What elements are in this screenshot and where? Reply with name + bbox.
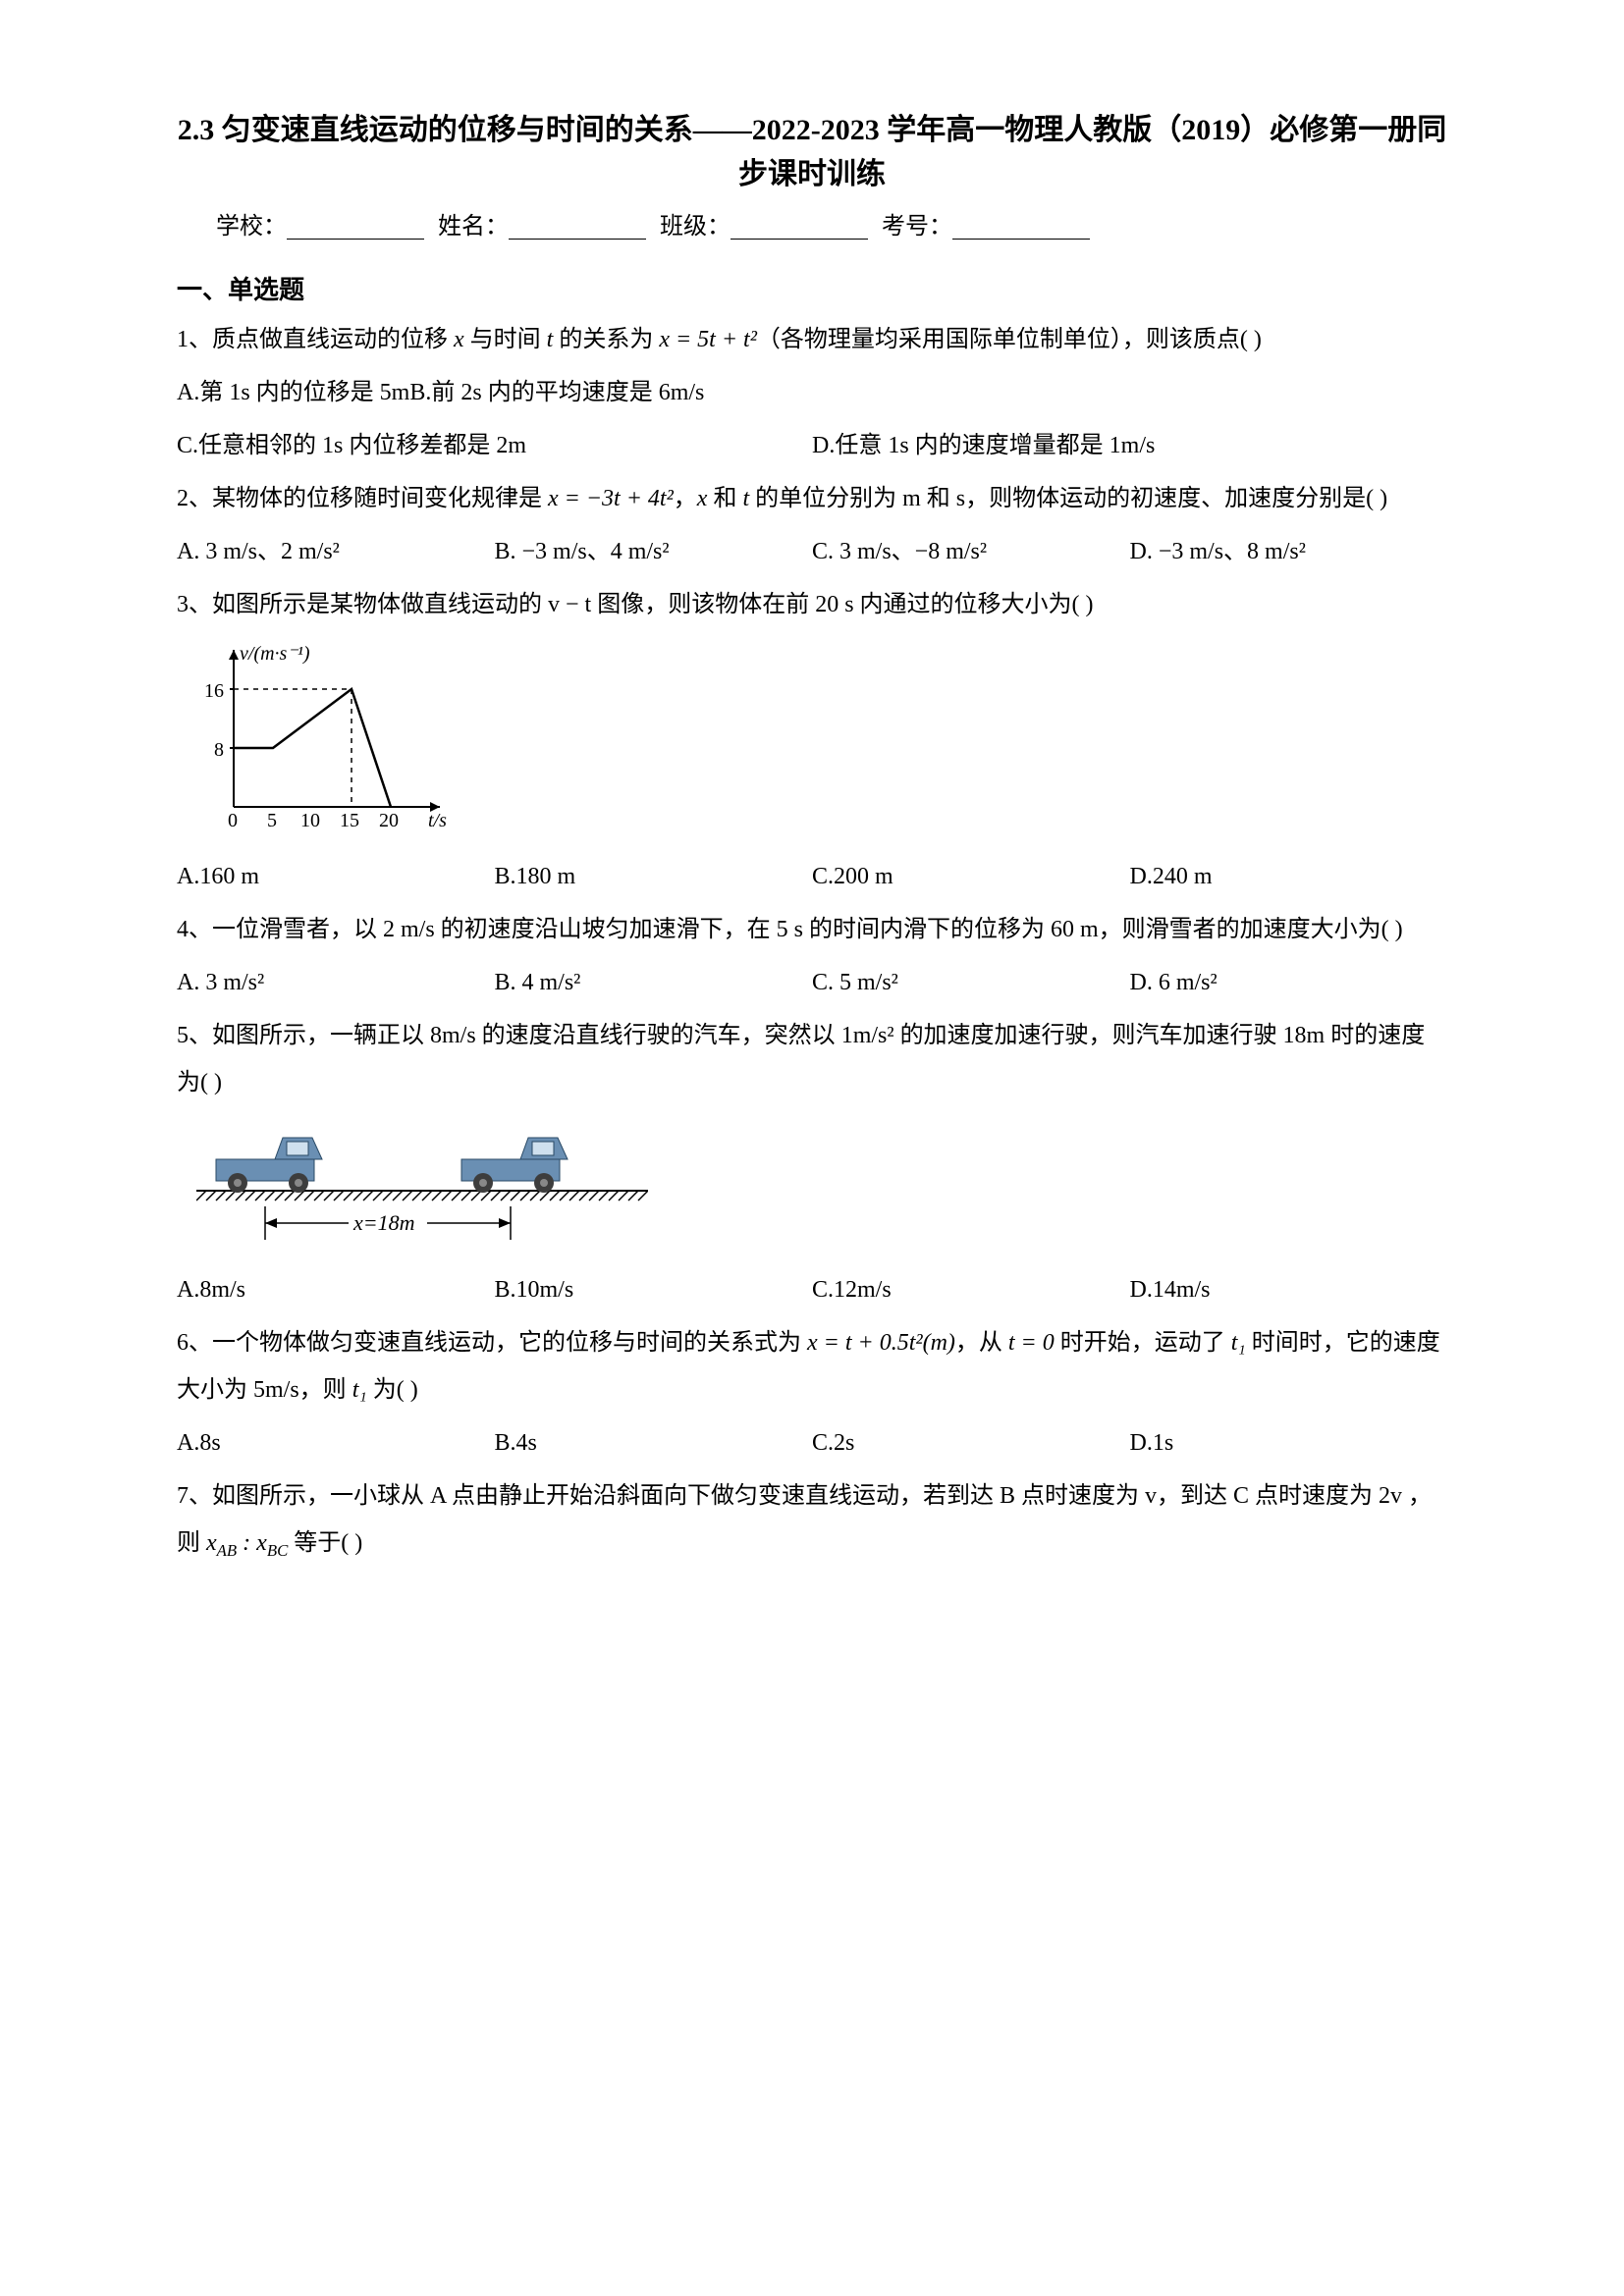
q2-opt-b: B. −3 m/s、4 m/s² (495, 528, 813, 575)
q3-vt-graph: v/(m·s⁻¹) t/s 0 5 10 15 20 8 16 (185, 640, 1447, 841)
name-label: 姓名： (438, 214, 509, 240)
truck-2-icon (461, 1138, 568, 1193)
question-7: 7、如图所示，一小球从 A 点由静止开始沿斜面向下做匀变速直线运动，若到达 B … (177, 1472, 1447, 1567)
graph-ylabel: v/(m·s⁻¹) (240, 643, 310, 665)
q1-opt-c: C.任意相邻的 1s 内位移差都是 2m (177, 422, 812, 469)
q5-opt-a: A.8m/s (177, 1266, 495, 1313)
q6-t1-a: t₁ (1231, 1330, 1246, 1356)
svg-text:10: 10 (300, 810, 320, 831)
svg-text:16: 16 (204, 680, 224, 702)
q1-formula: x = 5t + t² (659, 327, 757, 352)
q1-text-1: 1、质点做直线运动的位移 (177, 327, 454, 352)
q1-opt-d: D.任意 1s 内的速度增量都是 1m/s (812, 422, 1447, 469)
student-info-line: 学校： 姓名： 班级： 考号： (216, 206, 1447, 240)
question-1: 1、质点做直线运动的位移 x 与时间 t 的关系为 x = 5t + t²（各物… (177, 316, 1447, 363)
q2-opt-d: D. −3 m/s、8 m/s² (1130, 528, 1448, 575)
q3-options: A.160 m B.180 m C.200 m D.240 m (177, 853, 1447, 900)
examid-field[interactable] (952, 216, 1090, 240)
q2-formula: x = −3t + 4t² (548, 486, 674, 511)
q6-t1-b: t₁ (352, 1377, 367, 1403)
graph-xlabel: t/s (428, 810, 447, 831)
class-field[interactable] (731, 216, 868, 240)
q5-opt-d: D.14m/s (1130, 1266, 1448, 1313)
q4-opt-b: B. 4 m/s² (495, 959, 813, 1006)
q6-text-5: 为( ) (367, 1377, 418, 1403)
q1-opt-a: A.第 1s 内的位移是 5m (177, 380, 409, 405)
q5-accel: 1m/s² (841, 1023, 894, 1048)
q4-opt-d: D. 6 m/s² (1130, 959, 1448, 1006)
q6-text-3: 时开始，运动了 (1055, 1330, 1231, 1356)
q6-opt-b: B.4s (495, 1419, 813, 1467)
q1-text-2: 与时间 (464, 327, 547, 352)
q5-opt-b: B.10m/s (495, 1266, 813, 1313)
svg-text:20: 20 (379, 810, 399, 831)
q6-opt-d: D.1s (1130, 1419, 1448, 1467)
q7-text-1: 7、如图所示，一小球从 A 点由静止开始沿斜面向下做匀变速直线运动，若到达 B … (177, 1483, 1432, 1556)
q2-opt-a: A. 3 m/s、2 m/s² (177, 528, 495, 575)
vt-graph-svg: v/(m·s⁻¹) t/s 0 5 10 15 20 8 16 (185, 640, 460, 836)
q2-options: A. 3 m/s、2 m/s² B. −3 m/s、4 m/s² C. 3 m/… (177, 528, 1447, 575)
q2-text-2: ， (674, 486, 697, 511)
svg-text:15: 15 (340, 810, 359, 831)
q5-options: A.8m/s B.10m/s C.12m/s D.14m/s (177, 1266, 1447, 1313)
q5-opt-c: C.12m/s (812, 1266, 1130, 1313)
q5-text-1: 5、如图所示，一辆正以 8m/s 的速度沿直线行驶的汽车，突然以 (177, 1023, 841, 1048)
q3-opt-c: C.200 m (812, 853, 1130, 900)
svg-text:5: 5 (267, 810, 277, 831)
class-label: 班级： (660, 214, 731, 240)
q1-text-4: （各物理量均采用国际单位制单位），则该质点( ) (757, 327, 1262, 352)
question-4: 4、一位滑雪者，以 2 m/s 的初速度沿山坡匀加速滑下，在 5 s 的时间内滑… (177, 906, 1447, 953)
truck-x-label: x=18m (352, 1210, 415, 1235)
q2-text-4: 的单位分别为 m 和 s，则物体运动的初速度、加速度分别是( ) (749, 486, 1387, 511)
school-label: 学校： (216, 214, 287, 240)
page-title: 2.3 匀变速直线运动的位移与时间的关系——2022-2023 学年高一物理人教… (177, 108, 1447, 196)
truck-svg: x=18m (196, 1120, 648, 1248)
q3-opt-b: B.180 m (495, 853, 813, 900)
section-1-header: 一、单选题 (177, 270, 1447, 306)
question-2: 2、某物体的位移随时间变化规律是 x = −3t + 4t²，x 和 t 的单位… (177, 475, 1447, 522)
q4-opt-a: A. 3 m/s² (177, 959, 495, 1006)
q6-opt-c: C.2s (812, 1419, 1130, 1467)
q6-options: A.8s B.4s C.2s D.1s (177, 1419, 1447, 1467)
q6-text-2: ，从 (955, 1330, 1008, 1356)
q5-truck-diagram: x=18m (196, 1120, 1447, 1253)
school-field[interactable] (287, 216, 424, 240)
q2-opt-c: C. 3 m/s、−8 m/s² (812, 528, 1130, 575)
truck-1-icon (216, 1138, 322, 1193)
q1-opt-b: B.前 2s 内的平均速度是 6m/s (409, 380, 704, 405)
q1-options-row1: A.第 1s 内的位移是 5mB.前 2s 内的平均速度是 6m/s (177, 369, 1447, 416)
q6-text-1: 6、一个物体做匀变速直线运动，它的位移与时间的关系式为 (177, 1330, 807, 1356)
q3-opt-a: A.160 m (177, 853, 495, 900)
examid-label: 考号： (882, 214, 952, 240)
q6-formula: x = t + 0.5t²(m) (807, 1330, 955, 1356)
q1-text-3: 的关系为 (553, 327, 659, 352)
q6-t0: t = 0 (1008, 1330, 1055, 1356)
question-3: 3、如图所示是某物体做直线运动的 v − t 图像，则该物体在前 20 s 内通… (177, 581, 1447, 628)
q3-opt-d: D.240 m (1130, 853, 1448, 900)
q4-opt-c: C. 5 m/s² (812, 959, 1130, 1006)
q1-options-row2: C.任意相邻的 1s 内位移差都是 2m D.任意 1s 内的速度增量都是 1m… (177, 422, 1447, 469)
question-6: 6、一个物体做匀变速直线运动，它的位移与时间的关系式为 x = t + 0.5t… (177, 1319, 1447, 1414)
svg-text:0: 0 (228, 810, 238, 831)
q2-text-3: 和 (707, 486, 742, 511)
q4-options: A. 3 m/s² B. 4 m/s² C. 5 m/s² D. 6 m/s² (177, 959, 1447, 1006)
q2-text-1: 2、某物体的位移随时间变化规律是 (177, 486, 548, 511)
svg-text:8: 8 (214, 739, 224, 761)
question-5: 5、如图所示，一辆正以 8m/s 的速度沿直线行驶的汽车，突然以 1m/s² 的… (177, 1012, 1447, 1106)
name-field[interactable] (509, 216, 646, 240)
q6-opt-a: A.8s (177, 1419, 495, 1467)
q7-text-2: 等于( ) (288, 1530, 362, 1556)
